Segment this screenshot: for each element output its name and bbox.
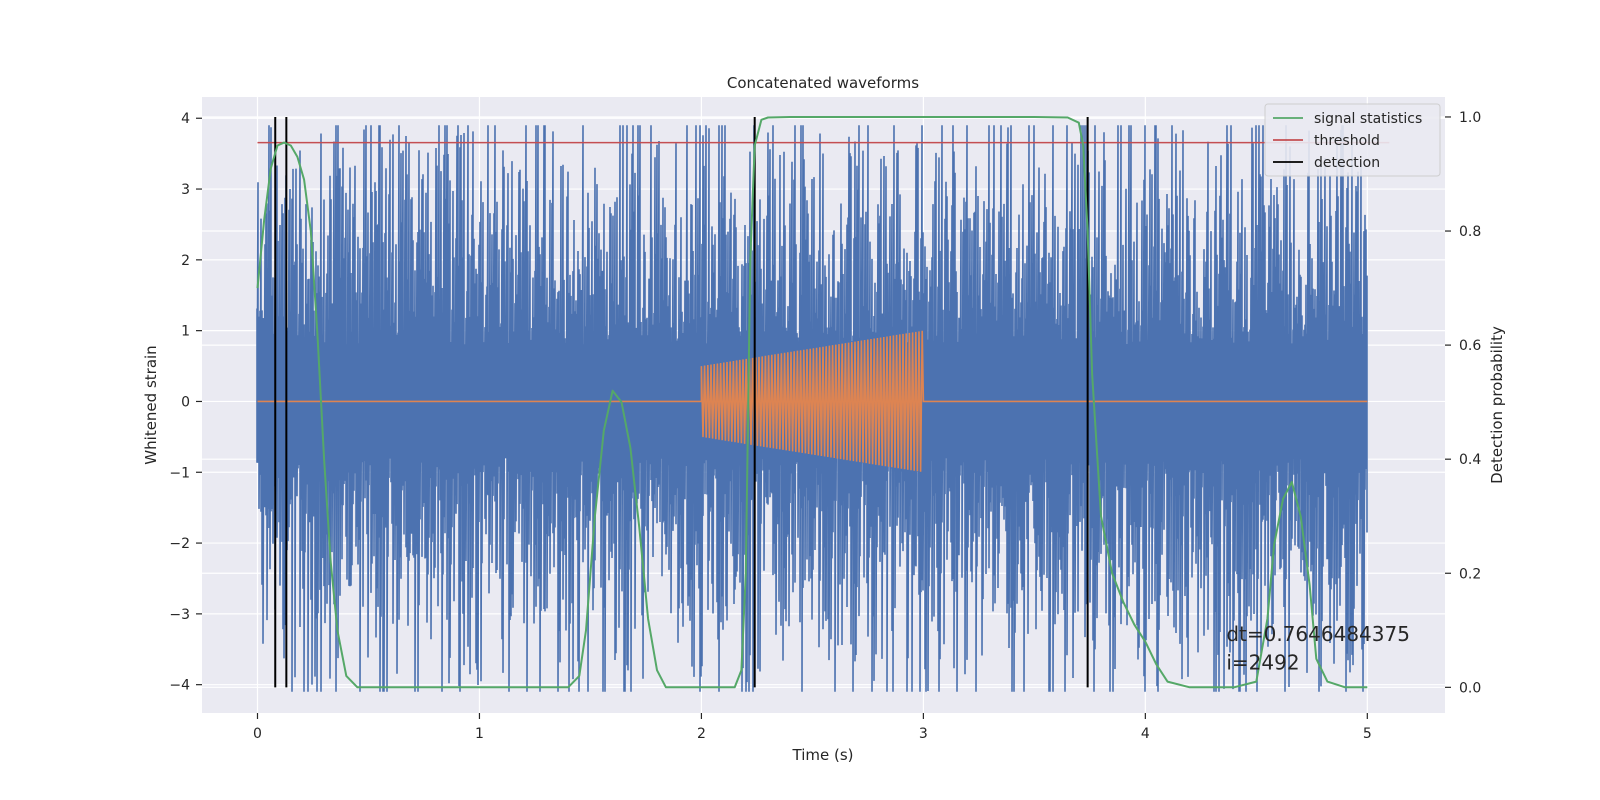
y-axis-label: Whitened strain — [142, 345, 160, 464]
legend-detection-label: detection — [1314, 155, 1380, 171]
y2-tick-label: 0.0 — [1459, 680, 1481, 696]
x-tick-label: 1 — [475, 726, 484, 742]
x-tick-label: 0 — [253, 726, 262, 742]
y2-tick-label: 0.4 — [1459, 452, 1481, 468]
axes: 0 1 2 3 4 5 −4 −3 −2 −1 0 1 2 3 4 0.0 0.2 0.4 0.6 0.8 1.0 — [169, 110, 1481, 742]
x-tick-label: 2 — [697, 726, 706, 742]
y2-tick-label: 0.2 — [1459, 566, 1481, 582]
annotation-text: i=2492 — [1226, 650, 1299, 674]
signal-statistics-line — [256, 116, 1368, 689]
chart-title: Concatenated waveforms — [727, 74, 919, 92]
legend: signal statistics threshold detection — [1264, 103, 1441, 177]
x-axis-label: Time (s) — [792, 746, 854, 764]
y-tick-label: 1 — [181, 324, 190, 340]
y-tick-label: 3 — [181, 182, 190, 198]
annotation-text: dt=0.7646484375 — [1226, 622, 1410, 646]
legend-threshold-label: threshold — [1314, 133, 1380, 149]
y-tick-label: 4 — [181, 111, 190, 127]
series-layer — [256, 116, 1390, 692]
y2-tick-label: 1.0 — [1459, 110, 1481, 126]
y-tick-label: −3 — [169, 607, 190, 623]
y2-tick-label: 0.6 — [1459, 338, 1481, 354]
x-tick-label: 3 — [919, 726, 928, 742]
legend-signal-statistics-label: signal statistics — [1314, 111, 1422, 127]
y2-tick-label: 0.8 — [1459, 224, 1481, 240]
x-tick-label: 5 — [1363, 726, 1372, 742]
injection-trace — [257, 330, 1368, 472]
y-tick-label: 0 — [181, 394, 190, 410]
y-tick-label: 2 — [181, 253, 190, 269]
legend-box — [1264, 103, 1441, 177]
y-tick-label: −1 — [169, 465, 190, 481]
x-tick-label: 4 — [1141, 726, 1150, 742]
annotations: dt=0.7646484375 i=2492 — [1226, 622, 1410, 674]
y-tick-label: −4 — [169, 678, 190, 694]
y-tick-label: −2 — [169, 536, 190, 552]
y2-axis-label: Detection probability — [1488, 326, 1506, 484]
